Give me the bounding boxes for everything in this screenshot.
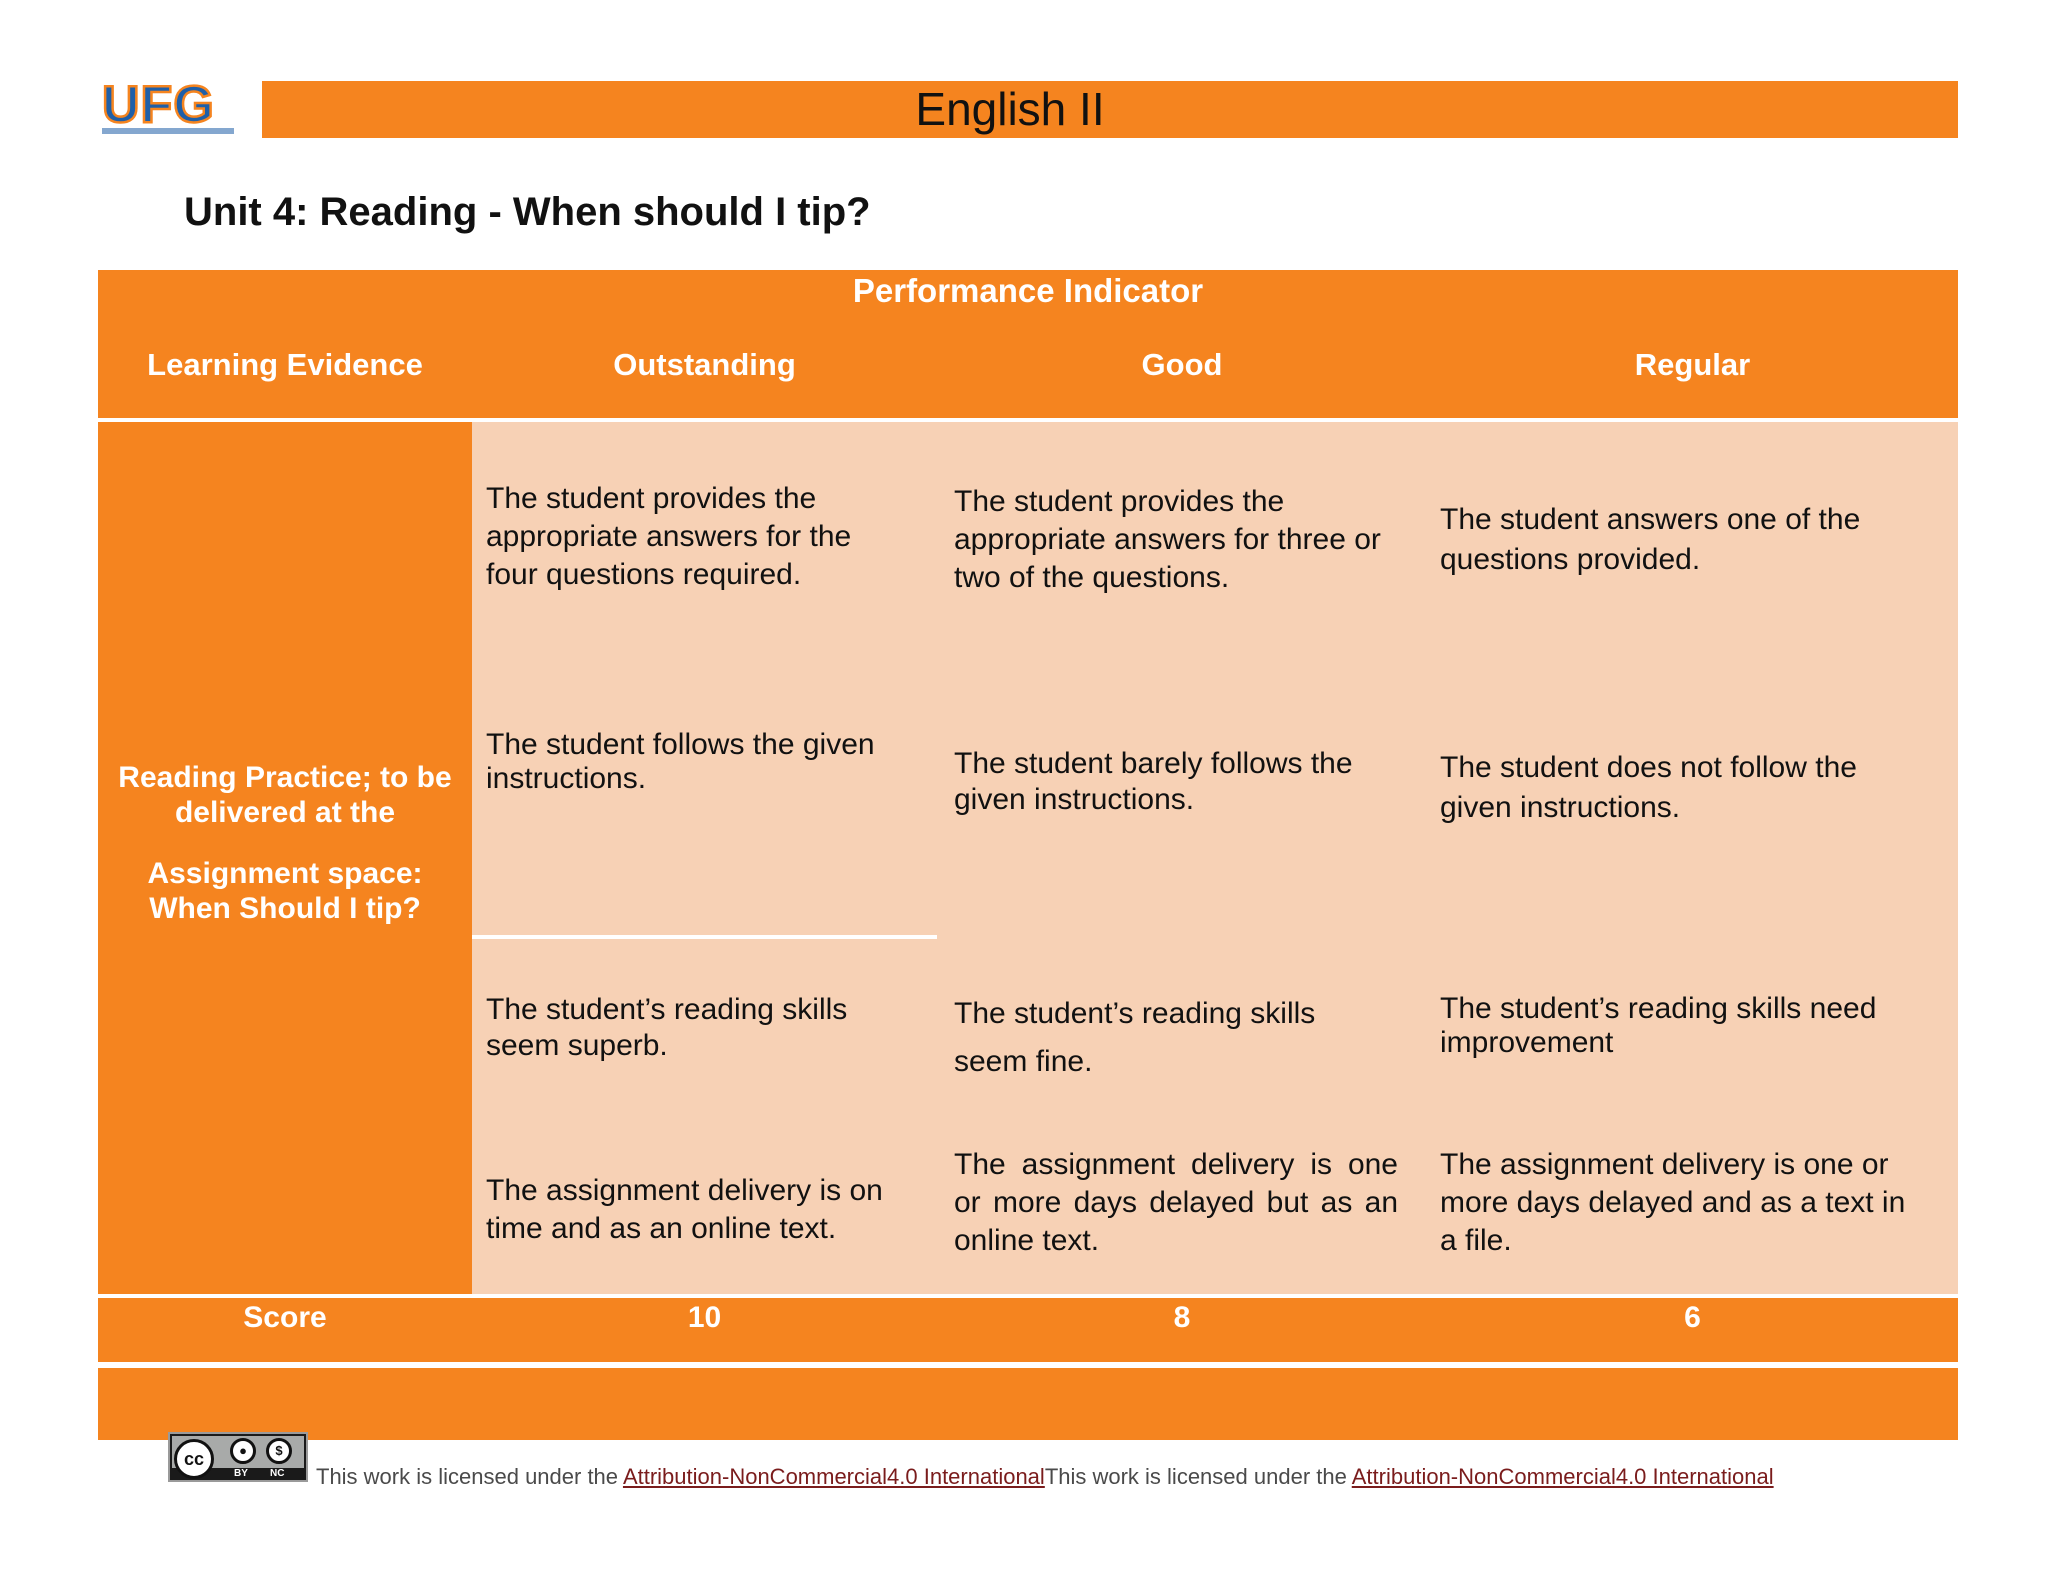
learning-evidence-text: Reading Practice; to be delivered at the… <box>104 760 466 926</box>
cell-regular-skills: The student’s reading skills need improv… <box>1440 992 1877 1059</box>
column-header-good: Good <box>1141 347 1223 382</box>
performance-indicator-heading: Performance Indicator <box>852 272 1204 309</box>
unit-title: Unit 4: Reading - When should I tip? <box>184 190 871 234</box>
score-good: 8 <box>1173 1301 1191 1334</box>
cell-good-instructions: The student barely follows the given ins… <box>954 747 1353 816</box>
cell-good-skills: The student’s reading skills seem fine. <box>954 997 1316 1078</box>
blank-row <box>98 1368 1958 1440</box>
cc-icon: cc <box>174 1439 214 1479</box>
learning-evidence-line: Assignment space: When Should I tip? <box>147 857 423 925</box>
column-header-outstanding: Outstanding <box>613 347 796 382</box>
cell-regular-answers: The student answers one of the questions… <box>1440 503 1861 576</box>
cell-good-delivery: The assignment delivery is one or more d… <box>954 1148 1398 1257</box>
column-header-learning-evidence: Learning Evidence <box>147 347 423 382</box>
license-text: This work is licensed under the <box>316 1464 623 1489</box>
score-regular: 6 <box>1684 1301 1701 1334</box>
nc-icon: $ <box>266 1438 292 1464</box>
page-title: English II <box>915 83 1105 135</box>
license-link[interactable]: Attribution-NonCommercial4.0 Internation… <box>622 1464 1045 1489</box>
cell-good-answers: The student provides the appropriate ans… <box>954 485 1381 594</box>
cell-regular-delivery: The assignment delivery is one or more d… <box>1440 1148 1906 1257</box>
cc-label-by: BY <box>234 1468 248 1479</box>
license-notice: This work is licensed under the Attribut… <box>316 1464 1774 1490</box>
cc-label-nc: NC <box>270 1468 285 1479</box>
rubric-body <box>472 422 1958 1294</box>
svg-text:UFG: UFG <box>102 78 215 134</box>
license-text: This work is licensed under the <box>1044 1464 1352 1489</box>
cell-outstanding-skills: The student’s reading skills seem superb… <box>486 993 848 1062</box>
cell-outstanding-answers: The student provides the appropriate ans… <box>486 482 852 591</box>
learning-evidence-line: Reading Practice; to be delivered at the <box>118 761 452 829</box>
ufg-logo: UFG <box>101 78 234 135</box>
by-icon: ● <box>230 1438 256 1464</box>
column-header-regular: Regular <box>1634 347 1751 382</box>
cc-license-badge: cc ● $ BY NC <box>168 1432 308 1482</box>
score-outstanding: 10 <box>687 1301 722 1334</box>
cell-outstanding-instructions: The student follows the given instructio… <box>486 728 875 795</box>
score-label: Score <box>243 1301 327 1334</box>
score-row <box>98 1298 1958 1362</box>
header-bar <box>262 81 1958 138</box>
learning-evidence-column <box>98 422 472 1294</box>
table-header <box>98 270 1958 418</box>
cell-regular-instructions: The student does not follow the given in… <box>1440 751 1857 824</box>
cell-outstanding-delivery: The assignment delivery is on time and a… <box>486 1174 883 1245</box>
license-link[interactable]: Attribution-NonCommercial4.0 Internation… <box>1351 1464 1774 1489</box>
row-divider <box>472 935 937 939</box>
